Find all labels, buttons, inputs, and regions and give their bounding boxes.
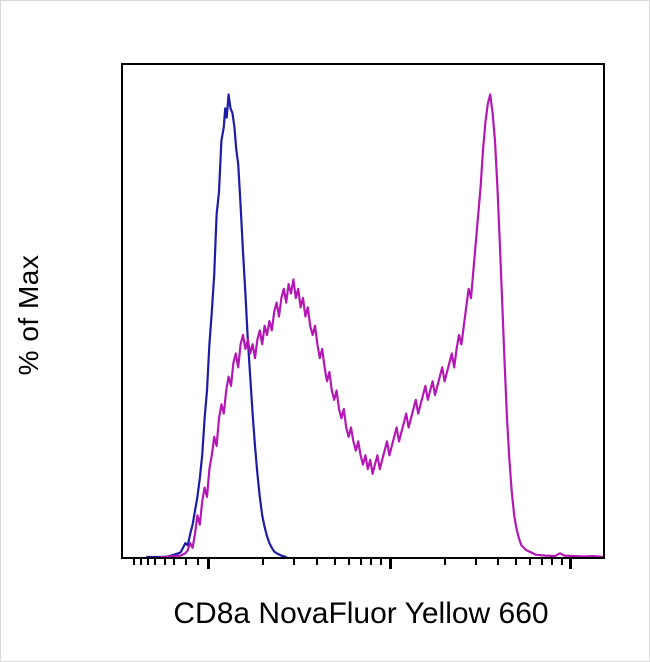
x-axis-tick-minor [139, 559, 142, 565]
x-axis-tick-minor [197, 559, 200, 565]
x-axis-tick-minor [443, 559, 446, 565]
x-axis-ticks [123, 559, 603, 573]
x-axis-tick-minor [497, 559, 500, 565]
x-axis-tick-major [207, 559, 210, 569]
x-axis-tick-minor [293, 559, 296, 565]
plot-area [121, 63, 605, 559]
x-axis-tick-minor [163, 559, 166, 565]
x-axis-tick-minor [540, 559, 543, 565]
x-axis-tick-major [569, 559, 573, 569]
x-axis-label: CD8a NovaFluor Yellow 660 [173, 597, 549, 630]
x-axis-tick-minor [315, 559, 318, 565]
x-axis-tick-minor [185, 559, 188, 565]
x-axis-tick-major [389, 559, 393, 569]
x-axis-tick-minor [173, 559, 176, 565]
x-axis-tick-minor [154, 559, 157, 565]
x-axis-tick-minor [132, 559, 135, 565]
x-axis-tick-minor [379, 559, 382, 565]
x-axis-tick-minor [334, 559, 337, 565]
x-axis-tick-minor [474, 559, 477, 565]
y-axis-label: % of Max [13, 254, 44, 376]
x-axis-tick-minor [514, 559, 517, 565]
x-axis-tick-minor [347, 559, 350, 565]
x-axis-tick-minor [551, 559, 554, 565]
series-blue_histogram [145, 93, 288, 557]
x-axis-tick-minor [359, 559, 362, 565]
x-axis-tick-minor [147, 559, 149, 565]
x-axis-tick-minor [528, 559, 531, 565]
x-axis-tick-minor [560, 559, 563, 565]
plot-svg [145, 93, 603, 557]
series-magenta_histogram [160, 93, 603, 557]
x-axis-tick-minor [262, 559, 265, 565]
x-axis-tick-minor [370, 559, 373, 565]
